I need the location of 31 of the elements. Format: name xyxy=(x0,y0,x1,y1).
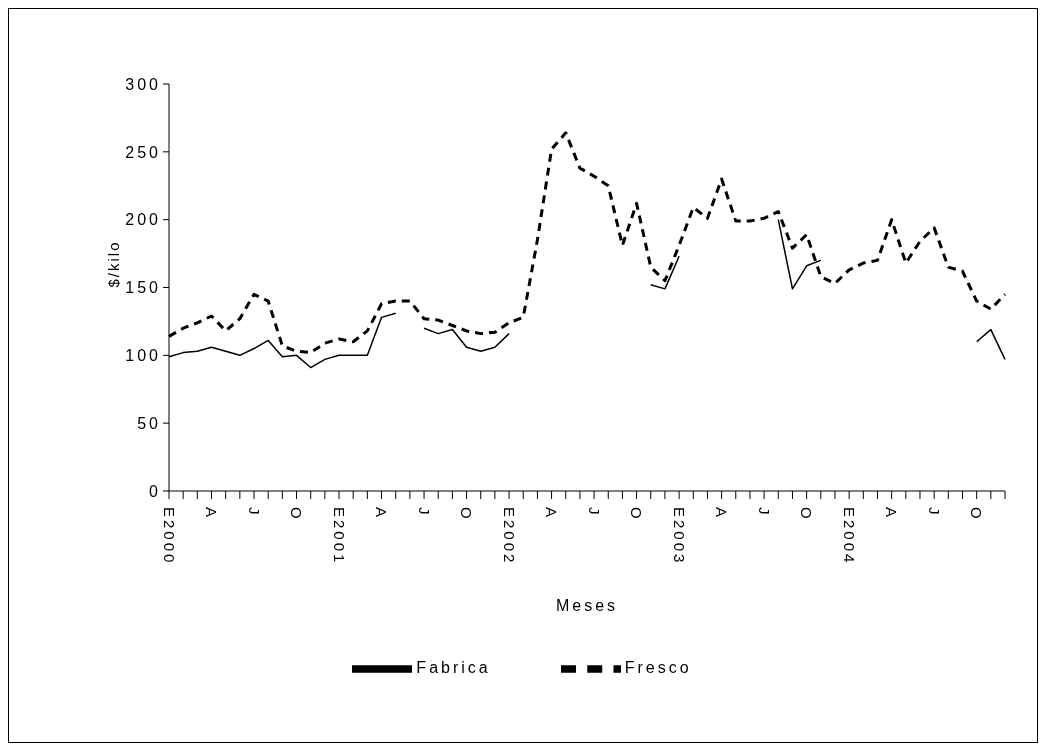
x-tick-label: O xyxy=(628,507,646,522)
x-tick-label: J xyxy=(415,507,433,518)
x-axis-title: Meses xyxy=(555,597,619,614)
y-tick-label: 0 xyxy=(149,482,161,500)
x-tick-label: O xyxy=(968,507,986,522)
y-tick-label: 50 xyxy=(137,414,161,432)
x-tick-label: A xyxy=(713,507,731,521)
x-tick-label: E2004 xyxy=(840,507,858,566)
x-tick-label: E2001 xyxy=(330,507,348,566)
x-tick-label: E2000 xyxy=(160,507,178,566)
x-tick-label: J xyxy=(245,507,263,518)
x-tick-label: A xyxy=(543,507,561,521)
y-axis-title: $/kilo xyxy=(105,240,123,288)
y-tick-label: 150 xyxy=(125,279,161,297)
x-tick-label: A xyxy=(883,507,901,521)
x-tick-label: E2002 xyxy=(500,507,518,566)
x-tick-label: E2003 xyxy=(670,507,688,566)
x-tick-label: J xyxy=(925,507,943,518)
legend-label: Fabrica xyxy=(416,659,491,677)
y-tick-label: 300 xyxy=(125,75,161,93)
x-tick-label: O xyxy=(288,507,306,522)
y-tick-label: 250 xyxy=(125,143,161,161)
x-tick-label: A xyxy=(373,507,391,521)
x-tick-label: O xyxy=(458,507,476,522)
y-tick-label: 100 xyxy=(125,347,161,365)
x-tick-label: J xyxy=(585,507,603,518)
x-tick-label: J xyxy=(755,507,773,518)
y-tick-label: 200 xyxy=(125,211,161,229)
x-tick-label: O xyxy=(798,507,816,522)
legend-label: Fresco xyxy=(624,659,692,677)
x-tick-label: A xyxy=(203,507,221,521)
